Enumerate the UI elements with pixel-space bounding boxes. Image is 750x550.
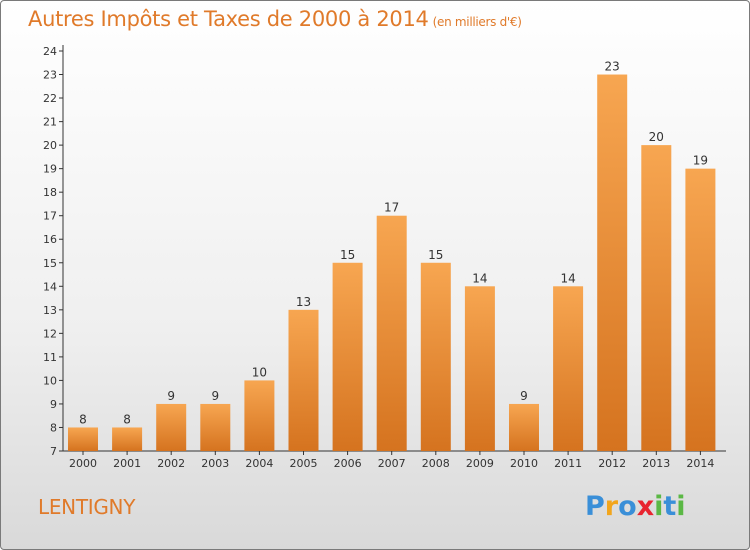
x-tick-label: 2013 [642,457,670,470]
data-label: 15 [428,248,443,262]
x-tick-label: 2009 [466,457,494,470]
x-tick-label: 2003 [201,457,229,470]
chart-title-unit: (en milliers d'€) [432,15,522,29]
data-label: 9 [520,389,528,403]
bar [553,286,584,451]
logo-letter: i [654,491,664,522]
x-tick-label: 2008 [422,457,450,470]
y-tick-label: 23 [43,69,57,82]
proxiti-logo: Proxiti [585,491,686,522]
y-tick-label: 24 [43,45,57,58]
data-label: 13 [296,295,311,309]
bar [156,403,187,451]
bar [509,403,539,451]
data-label: 10 [252,365,267,379]
bar [288,309,319,451]
x-tick-label: 2005 [290,457,318,470]
data-labels: 8 8 9 9 10 13 15 17 15 14 9 14 23 20 19 [79,60,708,427]
x-tick-label: 2010 [510,457,538,470]
x-tick-label: 2014 [686,457,714,470]
data-label: 19 [693,154,708,168]
x-tick-label: 2000 [69,457,97,470]
chart-title: Autres Impôts et Taxes de 2000 à 2014 (en… [28,7,522,31]
bars [68,74,716,451]
x-tick-label: 2007 [378,457,406,470]
y-tick-label: 12 [43,327,57,340]
y-tick-label: 10 [43,374,57,387]
data-label: 8 [123,412,131,426]
bar [597,74,628,451]
data-label: 9 [211,389,219,403]
bar [420,262,451,451]
data-label: 15 [340,248,355,262]
x-tick-label: 2006 [334,457,362,470]
y-axis: 7 8 9 10 11 12 13 14 15 16 17 18 19 20 21 22 23 24 [43,45,64,458]
logo-letter: o [618,491,637,522]
data-label: 23 [605,60,620,74]
y-tick-label: 11 [43,351,57,364]
y-tick-label: 16 [43,233,57,246]
logo-letter: i [676,491,686,522]
bar [244,380,275,451]
logo-letter: t [663,491,677,522]
y-tick-label: 18 [43,186,57,199]
chart-title-text: Autres Impôts et Taxes de 2000 à 2014 [28,7,429,31]
bar [68,427,98,451]
y-tick-label: 14 [43,280,57,293]
bar [332,262,363,451]
x-tick-label: 2001 [113,457,141,470]
y-tick-label: 9 [50,398,57,411]
x-tick-label: 2011 [554,457,582,470]
logo-letter: P [585,491,605,522]
y-tick-label: 17 [43,210,57,223]
y-tick-label: 8 [50,421,57,434]
x-tick-label: 2002 [157,457,185,470]
y-tick-label: 21 [43,116,57,129]
bar [112,427,143,451]
bar [376,215,407,451]
bar [641,145,672,451]
data-label: 20 [649,130,664,144]
y-tick-label: 15 [43,257,57,270]
commune-name: LENTIGNY [38,495,136,519]
data-label: 14 [560,271,575,285]
logo-letter: r [604,491,619,522]
data-label: 17 [384,201,399,215]
y-tick-label: 19 [43,163,57,176]
y-tick-label: 22 [43,92,57,105]
y-tick-label: 20 [43,139,57,152]
x-tick-label: 2004 [245,457,273,470]
data-label: 9 [167,389,175,403]
y-tick-label: 13 [43,304,57,317]
bar [200,403,231,451]
x-axis: 2000 2001 2002 2003 2004 2005 2006 2007 2008 2009… [63,450,726,470]
data-label: 8 [79,412,87,426]
bar [464,286,495,451]
logo-letter: x [636,491,655,522]
y-tick-label: 7 [50,445,57,458]
x-tick-label: 2012 [598,457,626,470]
data-label: 14 [472,271,487,285]
bar [685,168,716,451]
